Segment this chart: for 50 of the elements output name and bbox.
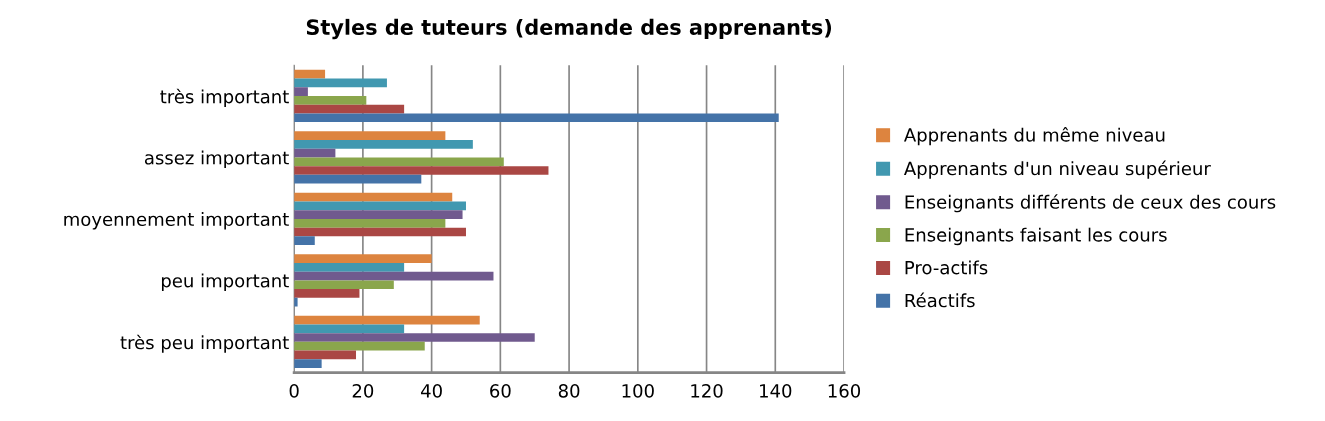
legend-label: Pro-actifs <box>905 260 988 275</box>
y-tick-label: moyennement important <box>64 212 289 230</box>
x-tick-label: 40 <box>421 384 442 398</box>
bar <box>294 104 405 114</box>
bar <box>294 341 425 351</box>
bar <box>294 192 453 202</box>
bar <box>294 157 504 167</box>
x-tick-label: 160 <box>828 384 861 398</box>
bar <box>294 333 535 342</box>
bar <box>294 131 446 141</box>
x-tick-label: 20 <box>352 384 374 398</box>
bar <box>294 262 405 272</box>
bar <box>294 69 326 79</box>
legend-label: Enseignants faisant les cours <box>905 227 1167 246</box>
bar <box>294 78 387 88</box>
bar <box>294 218 446 228</box>
bar <box>294 140 473 149</box>
bar <box>294 324 405 334</box>
x-tick-label: 120 <box>691 384 723 398</box>
legend-label: Apprenants d'un niveau supérieur <box>904 160 1211 179</box>
bar <box>294 87 308 96</box>
legend-label: Enseignants différents de ceux des cours <box>905 194 1276 213</box>
bar <box>294 297 298 307</box>
bar <box>294 113 779 123</box>
y-tick-label: très peu important <box>120 334 289 353</box>
bar <box>294 254 432 263</box>
bar <box>294 166 549 175</box>
bar <box>294 174 422 184</box>
y-tick-label: très important <box>160 88 289 107</box>
legend-label: Apprenants du même niveau <box>904 127 1165 146</box>
bar <box>294 289 360 298</box>
bar <box>294 227 466 237</box>
x-tick-label: 0 <box>289 384 299 398</box>
bar <box>294 315 480 325</box>
bar <box>294 271 494 281</box>
y-tick-label: peu important <box>161 273 289 291</box>
y-tick-label: assez important <box>144 150 289 169</box>
x-tick-label: 140 <box>760 384 792 398</box>
x-tick-label: 100 <box>622 384 654 398</box>
bar <box>294 236 315 246</box>
bar <box>294 201 466 211</box>
chart-title: Styles de tuteurs (demande des apprenants) <box>306 18 832 40</box>
bar <box>294 210 463 219</box>
bar <box>294 350 357 360</box>
x-tick-label: 80 <box>558 384 580 398</box>
legend-label: Réactifs <box>905 292 975 308</box>
x-tick-label: 60 <box>490 384 511 398</box>
bar <box>294 359 322 368</box>
bar <box>294 95 367 105</box>
bar <box>294 280 394 290</box>
